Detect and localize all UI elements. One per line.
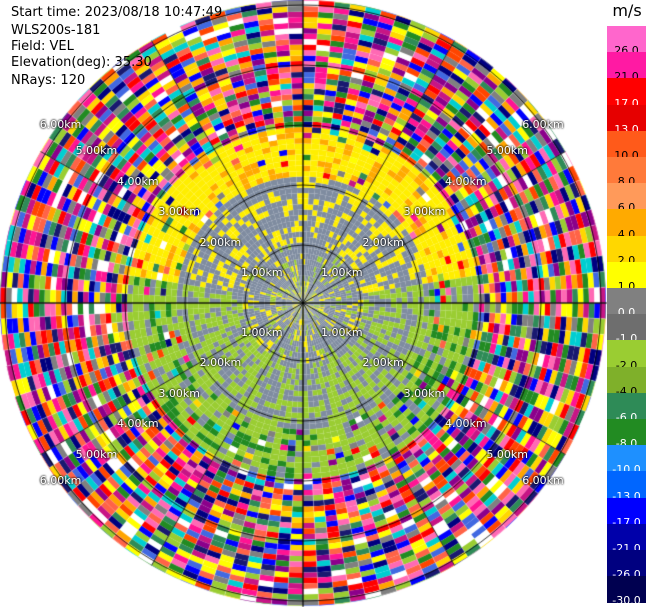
colorbar-segment (607, 104, 646, 132)
ppi-scan-plot (0, 0, 607, 607)
colorbar-segment (607, 130, 646, 158)
range-ring-label: 1.00km (320, 325, 363, 339)
colorbar-unit: m/s (612, 1, 642, 20)
colorbar-segment (607, 288, 646, 315)
colorbar-segment (607, 392, 646, 420)
colorbar-segment (607, 157, 646, 184)
instrument-label: WLS200s-181 (11, 23, 101, 38)
field-label: Field: VEL (11, 39, 74, 54)
range-ring-label: 3.00km (403, 205, 446, 219)
colorbar-level-label: -30.0 (612, 594, 641, 607)
range-ring-label: 1.00km (320, 266, 363, 280)
colorbar-segment (607, 78, 646, 106)
range-ring-label: 1.00km (241, 325, 283, 339)
range-ring-label: 6.00km (39, 117, 82, 131)
colorbar-segment (607, 497, 646, 525)
range-ring-label: 5.00km (486, 144, 528, 158)
colorbar-segment (607, 419, 646, 446)
colorbar-segment (607, 550, 646, 577)
range-ring-label: 2.00km (362, 235, 404, 249)
nrays-label: NRays: 120 (11, 73, 86, 88)
range-ring-label: 5.00km (75, 144, 118, 158)
colorbar-segment (607, 209, 646, 237)
colorbar-segment (607, 183, 646, 210)
range-ring-label: 3.00km (403, 386, 446, 400)
colorbar-segment (607, 445, 646, 472)
range-ring-label: 3.00km (158, 205, 200, 219)
range-ring-label: 1.00km (241, 266, 283, 280)
range-ring-label: 6.00km (522, 474, 564, 488)
range-ring-label: 2.00km (199, 235, 242, 249)
colorbar-segment (607, 26, 646, 53)
start-time-label: Start time: 2023/08/18 10:47:49 (11, 5, 223, 20)
range-ring-label: 4.00km (445, 417, 487, 431)
range-ring-label: 4.00km (116, 417, 159, 431)
range-ring-label: 5.00km (486, 447, 528, 461)
range-ring-label: 3.00km (158, 386, 200, 400)
colorbar-segment (607, 52, 646, 79)
colorbar-segment (607, 366, 646, 394)
range-ring-label: 4.00km (116, 174, 159, 188)
colorbar-segment (607, 471, 646, 499)
colorbar-segment (607, 261, 646, 289)
range-ring-label: 2.00km (199, 356, 242, 370)
colorbar-segment (607, 576, 646, 603)
range-ring-label: 4.00km (445, 174, 487, 188)
range-ring-label: 6.00km (522, 117, 564, 131)
velocity-colorbar: m/s 26.0 21.0 17.0 13.0 10.0 8.0 6.0 4.0 2.0 1.0 0… (607, 0, 647, 607)
colorbar-segment (607, 523, 646, 551)
elevation-label: Elevation(deg): 35.30 (11, 55, 152, 70)
range-ring-label: 5.00km (75, 447, 118, 461)
colorbar-segment (607, 340, 646, 368)
colorbar-segment (607, 235, 646, 263)
range-ring-label: 6.00km (39, 474, 82, 488)
range-ring-label: 2.00km (362, 356, 404, 370)
colorbar-segment (607, 314, 646, 341)
